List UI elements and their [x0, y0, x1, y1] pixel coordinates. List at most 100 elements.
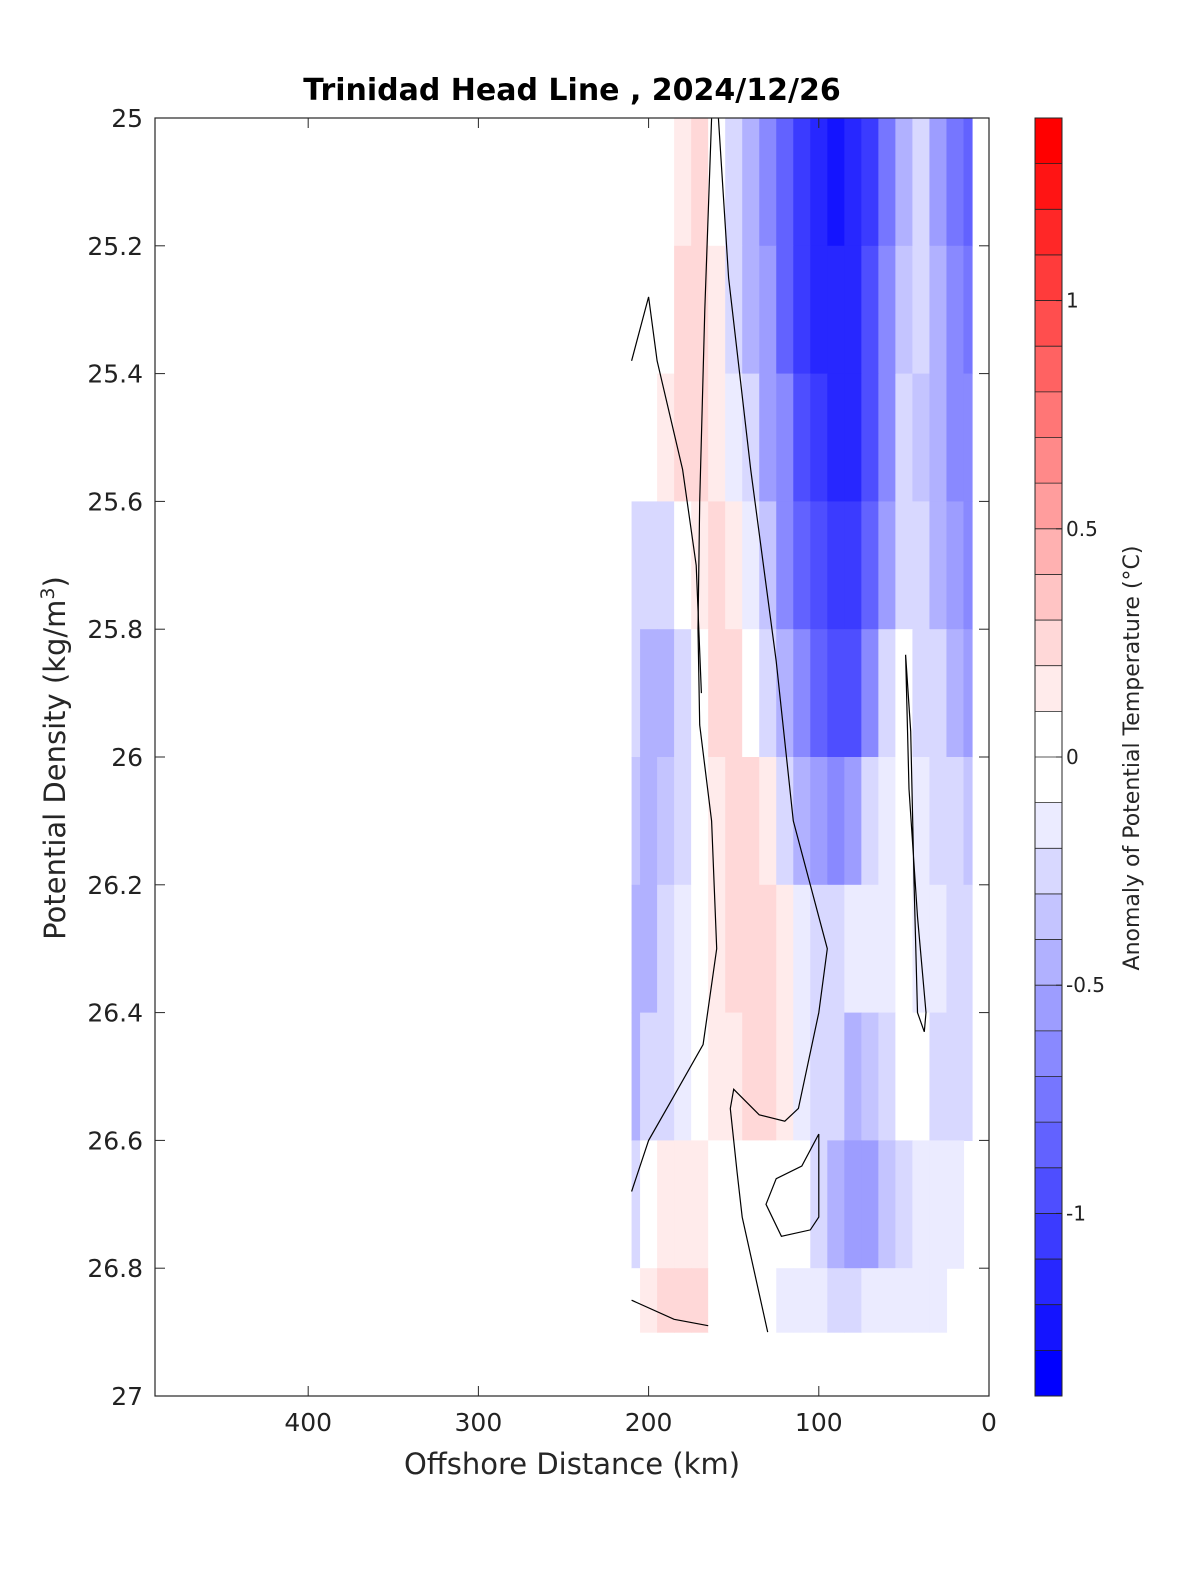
colorbar-band [1035, 118, 1062, 165]
field-cell [929, 245, 948, 375]
field-cell [963, 884, 973, 1014]
field-cell [674, 884, 692, 1014]
field-cell [776, 1268, 794, 1333]
field-cell [827, 373, 845, 502]
field-cell [708, 1012, 726, 1141]
field-cell [827, 629, 845, 758]
field-cell [844, 118, 862, 247]
field-cell [674, 373, 692, 502]
field-cell [912, 1268, 931, 1333]
x-axis-label: Offshore Distance (km) [404, 1447, 740, 1481]
field-cell [657, 373, 675, 502]
field-cell [844, 757, 862, 886]
field-cell [878, 1268, 896, 1333]
field-cell [946, 245, 965, 375]
field-cell [878, 245, 896, 375]
field-cell [640, 629, 658, 758]
colorbar-tick-label: 0.5 [1066, 517, 1098, 541]
field-cell [963, 501, 973, 630]
zero-contour-lines [631, 117, 927, 1333]
colorbar-band [1035, 1167, 1062, 1214]
colorbar-label: Anomaly of Potential Temperature (°C) [1120, 546, 1145, 971]
field-cell [946, 501, 965, 630]
field-cell [912, 245, 931, 375]
field-cell [776, 884, 794, 1014]
field-cell [878, 1012, 896, 1141]
field-cell [708, 118, 726, 247]
colorbar-band [1035, 1122, 1062, 1169]
field-cell [776, 373, 794, 502]
field-cell [776, 118, 794, 247]
field-cell [725, 245, 743, 375]
field-cell [631, 884, 641, 1014]
field-cell [946, 629, 965, 758]
field-cell [861, 884, 879, 1014]
colorbar-band [1035, 163, 1062, 210]
field-cell [895, 1268, 914, 1333]
y-axis-label-superscript: 3 [37, 587, 59, 599]
field-cell [861, 1012, 879, 1141]
field-cell [895, 884, 914, 1014]
field-cell [742, 501, 760, 630]
field-cell [810, 1012, 828, 1141]
field-cell [827, 118, 845, 247]
field-cell [827, 757, 845, 886]
colorbar-band [1035, 1076, 1062, 1123]
field-cell [912, 629, 931, 758]
colorbar-tick-label: -1 [1066, 1201, 1086, 1225]
field-cell [742, 757, 760, 886]
field-cell [691, 1140, 709, 1269]
y-tick-label: 25.2 [87, 232, 143, 261]
field-cell [742, 245, 760, 375]
field-cell [640, 501, 658, 630]
colorbar-band [1035, 711, 1062, 758]
field-cell [793, 1012, 811, 1141]
zero-contour [905, 654, 927, 1033]
field-cell [929, 118, 948, 247]
field-cell [691, 884, 709, 1014]
field-cell [657, 884, 675, 1014]
colorbar-band [1035, 985, 1062, 1032]
field-cell [895, 118, 914, 247]
colorbar-band [1035, 483, 1062, 530]
field-cell [793, 501, 811, 630]
field-cell [657, 1140, 675, 1269]
y-tick-label: 25.4 [87, 360, 143, 389]
field-cell [725, 629, 743, 758]
temperature-anomaly-field [631, 118, 973, 1333]
field-cell [827, 884, 845, 1014]
field-cell [912, 1140, 931, 1269]
field-cell [759, 373, 777, 502]
field-cell [708, 1140, 726, 1269]
field-cell [895, 1012, 914, 1141]
field-cell [912, 1012, 931, 1141]
colorbar-band [1035, 574, 1062, 621]
x-tick-label: 400 [284, 1408, 332, 1437]
colorbar-tick-label: -0.5 [1066, 973, 1105, 997]
field-cell [725, 501, 743, 630]
field-cell [861, 245, 879, 375]
field-cell [793, 1140, 811, 1269]
field-cell [759, 1268, 777, 1333]
zero-contour [631, 1299, 709, 1327]
field-cell [810, 501, 828, 630]
field-cell [631, 1140, 641, 1269]
field-cell [844, 884, 862, 1014]
field-cell [946, 1012, 965, 1141]
field-cell [631, 373, 641, 502]
field-cell [742, 373, 760, 502]
colorbar-band [1035, 848, 1062, 895]
zero-contour [765, 1133, 820, 1237]
field-cell [759, 245, 777, 375]
field-cell [742, 1268, 760, 1333]
field-cell [878, 118, 896, 247]
field-cell [827, 1140, 845, 1269]
field-cell [946, 373, 965, 502]
field-cell [691, 757, 709, 886]
colorbar-band [1035, 1259, 1062, 1306]
field-cell [776, 245, 794, 375]
colorbar-band [1035, 757, 1062, 804]
field-cell [810, 373, 828, 502]
field-cell [708, 501, 726, 630]
